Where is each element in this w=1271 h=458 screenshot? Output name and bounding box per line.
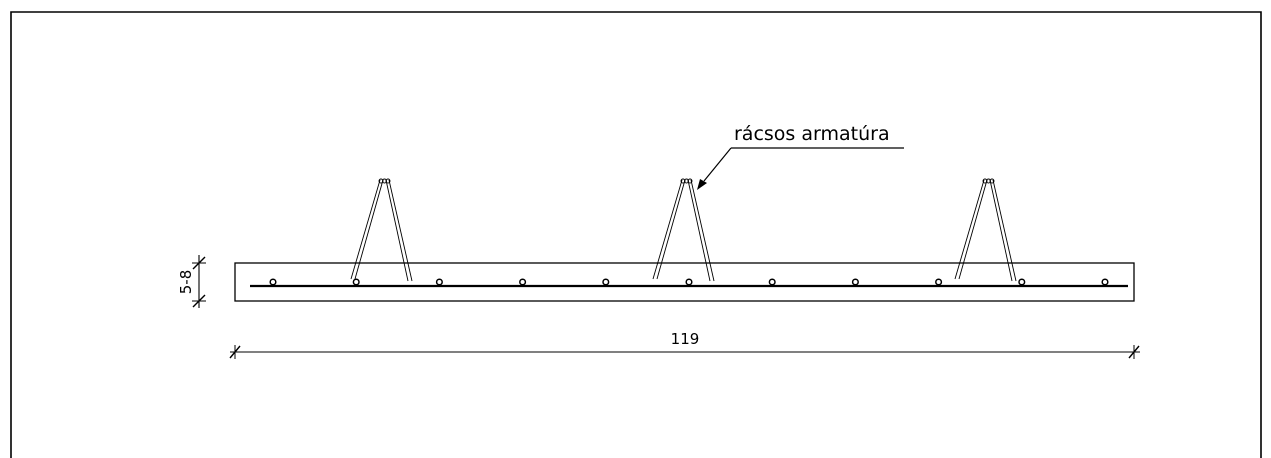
leader: rácsos armatúra [697, 123, 904, 190]
truss-top-bar [684, 178, 689, 184]
truss-diagonal [687, 179, 711, 282]
rebar-dots [269, 278, 1109, 286]
thickness-dimension-label: 5-8 [177, 270, 195, 295]
drawing-frame [10, 11, 1262, 458]
truss-top-bar [687, 178, 693, 184]
truss-diagonal [385, 179, 409, 282]
truss-top-bar [986, 178, 991, 184]
rebar-dot [1101, 278, 1109, 286]
truss-diagonal [989, 179, 1013, 282]
truss-diagonal [652, 179, 683, 280]
thickness-tick-bottom [192, 294, 206, 308]
truss-diagonal [388, 179, 413, 282]
length-tick-right [1128, 345, 1140, 359]
rebar-dot [435, 278, 443, 286]
rebar-dot [269, 278, 277, 286]
truss-top-bar [989, 178, 995, 184]
lattice-trusses [350, 178, 1017, 282]
rebar-dot [935, 278, 943, 286]
truss-top-bar [680, 178, 686, 184]
truss-diagonal [656, 179, 686, 280]
truss-diagonal [958, 179, 988, 280]
truss-top-bar [382, 178, 387, 184]
rebar-dot [851, 278, 859, 286]
leader-label: rácsos armatúra [734, 123, 890, 145]
truss-diagonal [354, 179, 384, 280]
truss-diagonal [350, 179, 381, 280]
rebar-dot [352, 278, 360, 286]
rebar-dot [768, 278, 776, 286]
truss-diagonal [992, 179, 1017, 282]
truss [350, 178, 413, 282]
truss [954, 178, 1017, 282]
thickness-dimension: 5-8 [177, 255, 206, 308]
truss-top-bar [982, 178, 988, 184]
truss-diagonal [690, 179, 715, 282]
leader-line [703, 147, 732, 182]
rebar-dot [1018, 278, 1026, 286]
rebar-dot [519, 278, 527, 286]
truss-top-bar [385, 178, 391, 184]
leader-arrowhead [697, 179, 707, 190]
length-dimension-label: 119 [671, 330, 700, 348]
rebar-dot [602, 278, 610, 286]
thickness-tick-top [192, 256, 206, 270]
length-tick-left [229, 345, 241, 359]
truss-diagonal [954, 179, 985, 280]
length-dimension: 119 [229, 330, 1140, 359]
concrete-slab [234, 262, 1135, 302]
rebar-dot [685, 278, 693, 286]
truss-top-bar [378, 178, 384, 184]
truss [652, 178, 715, 282]
